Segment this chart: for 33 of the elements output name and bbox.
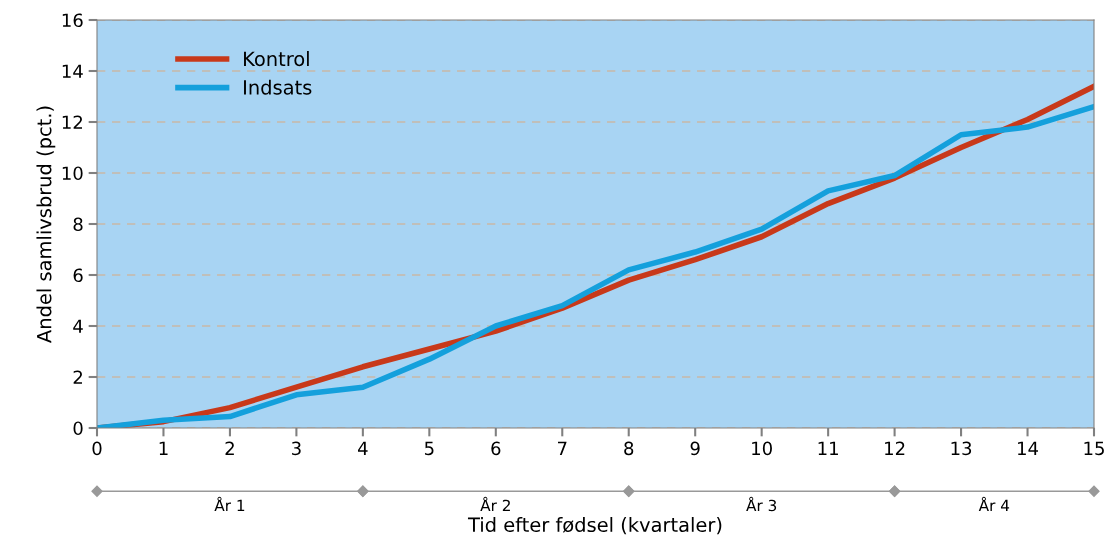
- x-tick-label: 11: [818, 441, 838, 455]
- x-tick-label: 7: [558, 441, 567, 455]
- x-tick-label: 3: [292, 441, 301, 456]
- y-tick-label: 4: [73, 319, 83, 333]
- x-tick-label: 1: [159, 441, 168, 455]
- x-tick-label: 8: [624, 441, 634, 456]
- text: År 2: [480, 496, 510, 512]
- x-tick-label: 13: [951, 441, 972, 456]
- x-tick-label: 2: [225, 441, 234, 455]
- y-tick-label: 6: [73, 268, 83, 283]
- x-tick-label: 12: [885, 441, 905, 455]
- x-tick-label: 6: [491, 441, 501, 456]
- legend-label: Indsats: [244, 79, 312, 95]
- y-tick-label: 16: [62, 13, 83, 28]
- x-axis-title: Tid efter fødsel (kvartaler): [467, 517, 722, 535]
- y-tick-label: 12: [62, 115, 82, 129]
- text: År 4: [978, 496, 1010, 512]
- y-tick-label: 0: [73, 421, 83, 436]
- y-axis-title: Andel samlivsbrud (pct.): [36, 106, 56, 343]
- text: År 3: [746, 496, 777, 512]
- x-tick-label: 10: [752, 441, 772, 456]
- y-tick-label: 2: [73, 370, 82, 384]
- legend-label: Kontrol: [244, 51, 309, 67]
- x-tick-label: 4: [358, 441, 368, 455]
- x-tick-label: 15: [1084, 441, 1104, 456]
- y-tick-label: 14: [62, 64, 83, 78]
- x-tick-label: 0: [92, 441, 102, 456]
- x-tick-label: 14: [1018, 441, 1039, 455]
- y-tick-label: 10: [62, 166, 83, 181]
- x-tick-label: 9: [690, 441, 700, 456]
- x-tick-label: 5: [424, 441, 434, 456]
- y-tick-label: 8: [73, 217, 83, 232]
- text: År 1: [214, 496, 245, 512]
